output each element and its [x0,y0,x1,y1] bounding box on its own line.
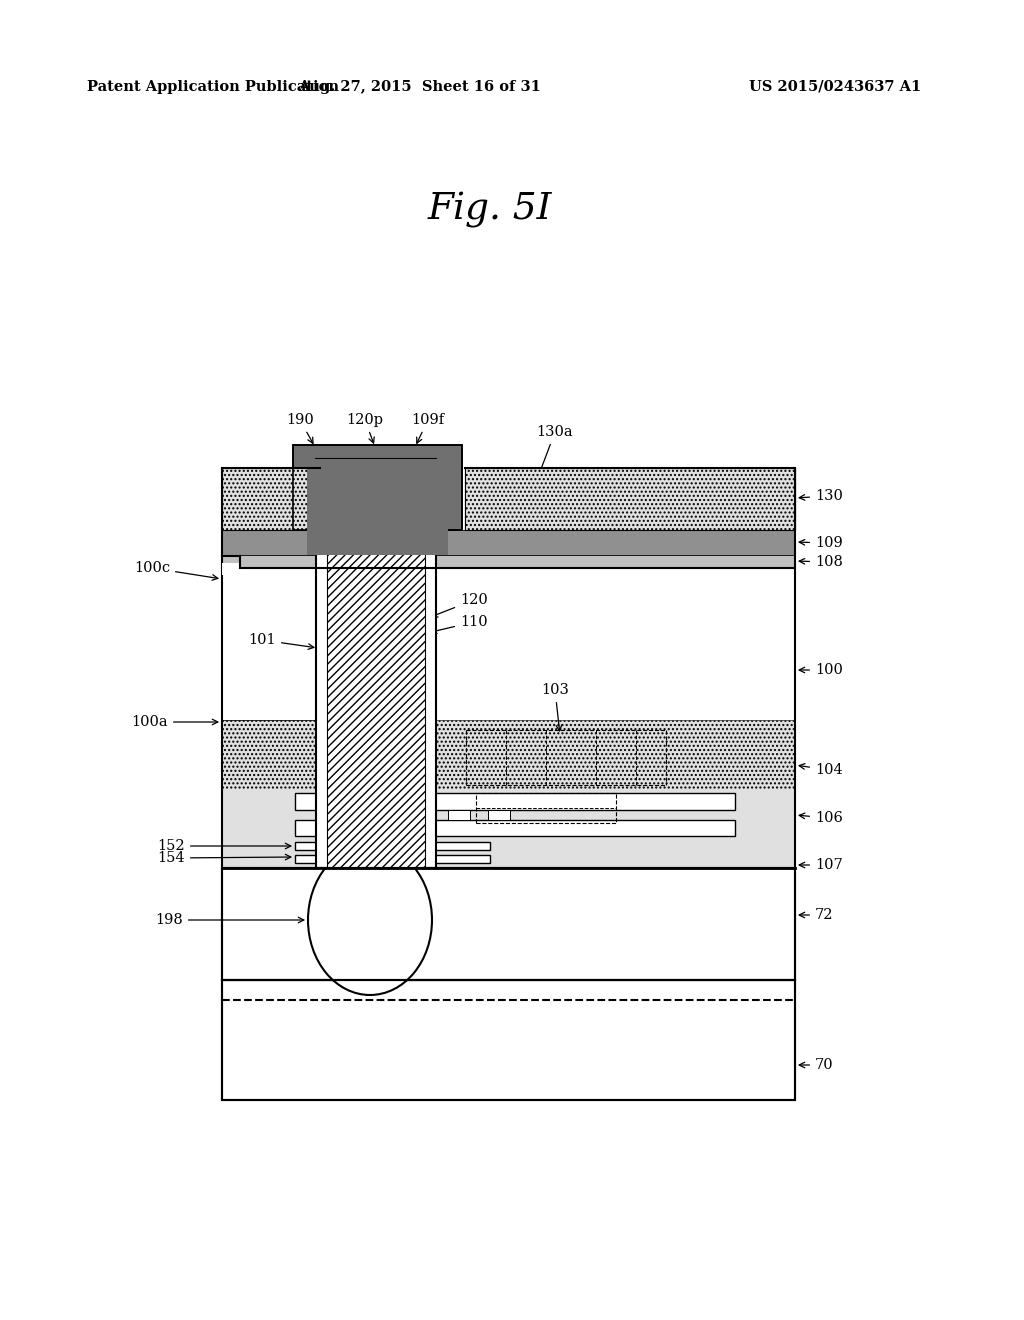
Text: 109: 109 [799,536,843,550]
Ellipse shape [308,845,432,995]
Text: Fig. 5I: Fig. 5I [428,191,552,228]
Bar [307,531,449,554]
Bar [307,459,449,554]
Bar [307,459,449,531]
Bar [295,855,490,863]
Text: US 2015/0243637 A1: US 2015/0243637 A1 [749,81,922,94]
Bar [222,568,795,869]
Bar [293,445,462,531]
Text: 107: 107 [799,858,843,873]
Bar [222,719,316,869]
Bar [316,459,436,869]
Bar [465,469,795,531]
Text: Aug. 27, 2015  Sheet 16 of 31: Aug. 27, 2015 Sheet 16 of 31 [299,81,542,94]
Text: 106: 106 [799,810,843,825]
Bar [222,469,319,531]
Text: 154: 154 [158,851,291,865]
Bar [222,531,795,554]
Bar [222,719,795,869]
Bar [390,855,412,867]
Bar [327,459,425,869]
Text: 110: 110 [431,615,487,634]
Bar [222,568,795,869]
Text: 198: 198 [156,913,304,927]
Text: 100a: 100a [131,715,218,729]
Text: 152: 152 [158,840,291,853]
Bar [465,469,795,531]
Text: 104: 104 [799,763,843,777]
Text: 120: 120 [432,593,487,616]
Text: 100: 100 [799,663,843,677]
Bar [222,554,795,568]
Text: 72: 72 [799,908,834,921]
Bar [408,810,430,820]
Text: 108: 108 [799,554,843,569]
Bar [476,793,616,822]
Bar [222,979,795,1100]
Bar [293,445,462,531]
Bar [222,469,319,531]
Bar [449,810,470,820]
Bar [295,842,490,850]
Bar [488,810,510,820]
Bar [295,820,735,836]
Text: 120p: 120p [346,413,384,444]
Bar [222,789,795,869]
Bar [370,810,392,820]
Bar [222,564,240,576]
Bar [222,869,795,979]
Bar [295,793,735,810]
Text: 130a: 130a [536,425,573,480]
Text: 190: 190 [286,413,314,444]
Bar [222,869,795,979]
Bar [222,554,795,568]
Text: 109f: 109f [412,413,444,444]
Text: 70: 70 [799,1059,834,1072]
Bar [222,979,795,1100]
Text: 101: 101 [249,634,314,649]
Text: 103: 103 [541,682,569,731]
Bar [222,531,795,554]
Text: Patent Application Publication: Patent Application Publication [87,81,339,94]
Text: 130: 130 [799,488,843,503]
Text: 100c: 100c [134,561,218,581]
